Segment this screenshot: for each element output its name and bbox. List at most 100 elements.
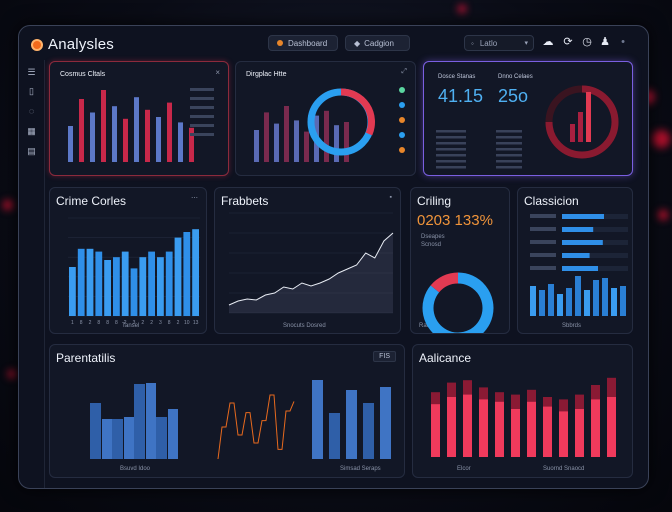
bar bbox=[79, 99, 84, 162]
tick-label: 8 bbox=[168, 320, 171, 326]
bar bbox=[431, 404, 440, 457]
ring-red bbox=[340, 88, 375, 136]
stat1-label: Dosce Stanas bbox=[438, 74, 476, 80]
list-line bbox=[190, 97, 214, 100]
hbar-label bbox=[530, 240, 556, 244]
pie-slice bbox=[422, 272, 494, 333]
crime-panel: Crime Corles ⋯ Tansel 1 8 2 8 8 8 2 3 2 2 3 8 2 10 13 bbox=[49, 187, 207, 334]
tick-label: 8 bbox=[97, 320, 100, 326]
bar bbox=[304, 131, 309, 162]
more-icon[interactable]: ⋯ bbox=[191, 195, 198, 202]
panel-badge[interactable]: FIS bbox=[373, 351, 396, 362]
panel-title: Parentatilis bbox=[56, 351, 116, 365]
bar bbox=[86, 248, 94, 316]
sub-label-2: Scnosd bbox=[421, 242, 442, 248]
bar bbox=[101, 90, 106, 162]
legend-2: Simsad Seraps bbox=[340, 466, 381, 472]
list-line bbox=[496, 148, 522, 151]
bar bbox=[611, 288, 617, 316]
hbar-label bbox=[530, 266, 556, 270]
bar bbox=[165, 251, 173, 316]
tick-label: 2 bbox=[141, 320, 144, 326]
bokeh-light bbox=[458, 5, 466, 13]
bar bbox=[511, 409, 520, 457]
grid-icon[interactable]: ▦ bbox=[27, 126, 36, 136]
chat-icon[interactable]: ◌ bbox=[28, 106, 35, 116]
bar bbox=[121, 251, 129, 316]
bar bbox=[294, 120, 299, 162]
bar bbox=[602, 278, 608, 316]
bar bbox=[145, 109, 150, 162]
clock-icon[interactable]: ◷ bbox=[582, 36, 592, 48]
legend-1: Elcor bbox=[457, 466, 471, 472]
second-tab-label: Cadgion bbox=[364, 38, 394, 48]
cloud-icon[interactable]: ☁ bbox=[542, 36, 554, 48]
bar bbox=[334, 125, 339, 162]
bar bbox=[530, 286, 536, 316]
search-input[interactable]: ◦ Latlo ▾ bbox=[464, 35, 534, 51]
second-tab[interactable]: ◆ Cadgion bbox=[345, 35, 410, 51]
tag-icon: ◆ bbox=[354, 38, 361, 48]
panel-title: Crime Corles bbox=[56, 194, 127, 208]
sidebar: ☰ ▯ ◌ ▦ ▤ bbox=[19, 60, 45, 488]
bar bbox=[134, 384, 145, 459]
bar bbox=[329, 413, 340, 459]
report-icon[interactable]: ▯ bbox=[29, 86, 34, 96]
bar bbox=[274, 123, 279, 162]
bar bbox=[95, 251, 103, 316]
panel-title: Cosmus Cltals bbox=[60, 71, 106, 78]
bar bbox=[557, 294, 563, 316]
tick-label: 8 bbox=[106, 320, 109, 326]
bar bbox=[463, 394, 472, 457]
bar bbox=[68, 126, 73, 162]
tick-label: 10 bbox=[184, 320, 190, 326]
bar bbox=[593, 280, 599, 316]
crime-chart: 1 8 2 8 8 8 2 3 2 2 3 8 2 10 13 bbox=[68, 217, 200, 326]
bar bbox=[90, 112, 95, 162]
user-icon[interactable]: ♟ bbox=[600, 36, 610, 48]
bar bbox=[380, 387, 391, 459]
bar bbox=[157, 257, 164, 316]
hbar bbox=[562, 214, 604, 219]
chevron-down-icon: ▾ bbox=[524, 40, 528, 47]
panel-title: Aalicance bbox=[419, 351, 472, 365]
hbar-label bbox=[530, 253, 556, 257]
bar bbox=[620, 286, 626, 316]
tick-label: 2 bbox=[177, 320, 180, 326]
list-line bbox=[496, 136, 522, 139]
bar bbox=[447, 397, 456, 457]
bar bbox=[543, 406, 552, 457]
tick-label: 13 bbox=[193, 320, 199, 326]
menu-icon[interactable]: ☰ bbox=[27, 67, 36, 77]
resize-icon[interactable]: ⤢ bbox=[401, 68, 407, 75]
bar bbox=[312, 380, 323, 459]
app-title: Analysles bbox=[48, 36, 114, 53]
bar bbox=[607, 397, 616, 457]
dashboard-window: Analysles Dashboard ◆ Cadgion ◦ Latlo ▾ … bbox=[18, 25, 649, 489]
bar bbox=[264, 112, 269, 162]
tick-label: 1 bbox=[71, 320, 74, 326]
legend-dot bbox=[399, 87, 405, 93]
hbar bbox=[562, 253, 590, 258]
stats-chart bbox=[436, 85, 619, 169]
ring-fill bbox=[545, 85, 619, 159]
bokeh-light bbox=[8, 370, 16, 378]
dashboard-tab[interactable]: Dashboard bbox=[268, 35, 338, 51]
refresh-icon[interactable]: ⟳ bbox=[563, 36, 573, 48]
bar bbox=[584, 290, 590, 316]
close-icon[interactable]: × bbox=[215, 68, 220, 77]
panel-title: Frabbets bbox=[221, 194, 269, 208]
bar bbox=[174, 237, 182, 316]
bar bbox=[112, 419, 123, 459]
search-value: Latlo bbox=[479, 38, 498, 48]
app-logo[interactable]: Analysles bbox=[31, 36, 114, 53]
parentatilis-chart bbox=[90, 380, 391, 460]
cosmus-chart bbox=[68, 88, 214, 162]
bar bbox=[104, 260, 111, 316]
calendar-icon[interactable]: ▤ bbox=[27, 146, 36, 156]
bar bbox=[90, 403, 101, 459]
more-icon[interactable]: ▪ bbox=[389, 194, 392, 201]
classicion-panel: Classicion Sbbrds bbox=[517, 187, 633, 334]
stat1-value: 41.15 bbox=[438, 86, 484, 106]
mic-icon[interactable]: • bbox=[621, 36, 625, 48]
